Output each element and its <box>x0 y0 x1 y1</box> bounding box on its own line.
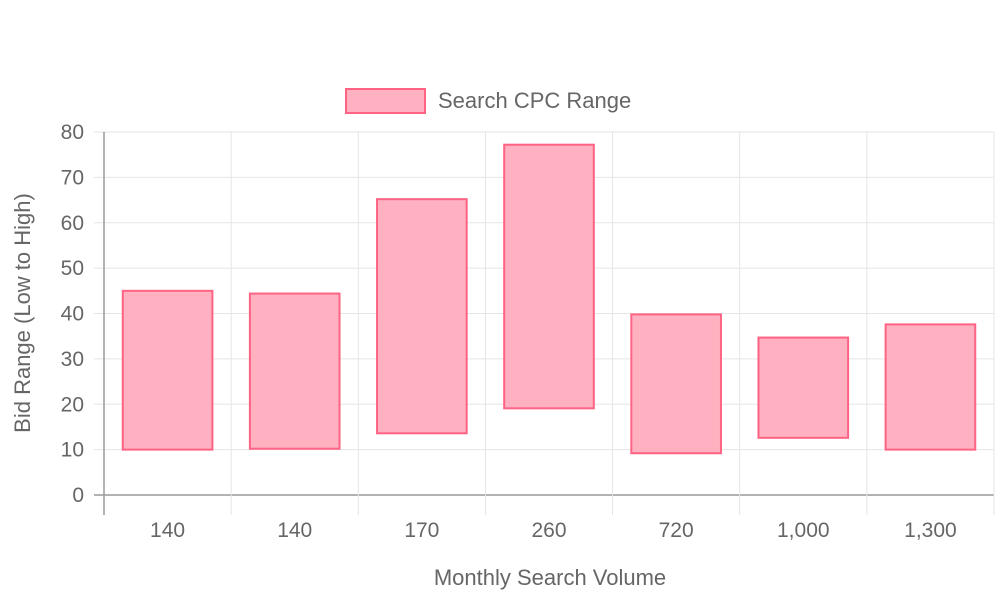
y-tick-label: 20 <box>61 393 84 416</box>
bar[interactable] <box>757 336 850 439</box>
y-tick-label: 60 <box>61 212 84 235</box>
x-tick-label: 260 <box>531 519 566 542</box>
legend-swatch[interactable] <box>345 88 426 114</box>
y-tick-label: 0 <box>72 484 84 507</box>
y-tick-label: 40 <box>61 303 84 326</box>
bar[interactable] <box>884 323 977 451</box>
x-tick-label: 140 <box>277 519 312 542</box>
bar[interactable] <box>248 292 341 450</box>
x-tick-label: 170 <box>404 519 439 542</box>
x-tick-label: 140 <box>150 519 185 542</box>
y-tick-label: 10 <box>61 439 84 462</box>
y-tick-label: 30 <box>61 348 84 371</box>
x-tick-label: 720 <box>659 519 694 542</box>
x-tick-label: 1,300 <box>904 519 957 542</box>
y-tick-label: 70 <box>61 166 84 189</box>
bar[interactable] <box>121 289 214 451</box>
bars-layer <box>121 143 977 455</box>
legend-label[interactable]: Search CPC Range <box>438 88 631 113</box>
x-axis-title: Monthly Search Volume <box>434 565 666 590</box>
axis-layer: 0 10 20 30 40 50 60 70 80 140 140 170 260 720 1,000 1,3… <box>61 121 957 542</box>
legend[interactable]: Search CPC Range <box>345 88 631 114</box>
y-axis-title: Bid Range (Low to High) <box>10 193 35 433</box>
x-tick-label: 1,000 <box>777 519 830 542</box>
y-tick-label: 50 <box>61 257 84 280</box>
bar[interactable] <box>376 198 468 435</box>
bar[interactable] <box>630 313 722 455</box>
bar[interactable] <box>503 143 595 410</box>
y-tick-label: 80 <box>61 121 84 144</box>
